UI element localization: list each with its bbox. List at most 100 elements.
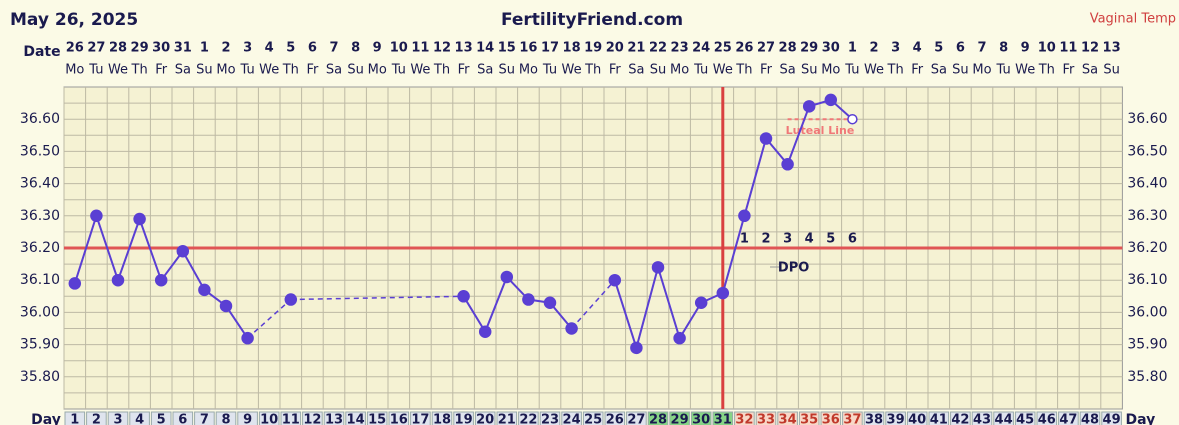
date-label: 16 [519, 41, 537, 56]
date-label: 2 [221, 41, 230, 56]
x-tick-label: 44 [995, 413, 1013, 425]
date-label: 2 [869, 41, 878, 56]
weekday-label: Fr [911, 63, 924, 78]
dpo-number: 4 [805, 232, 814, 247]
day-cell [86, 411, 107, 425]
date-label: 7 [977, 41, 986, 56]
x-tick-label: 37 [843, 413, 861, 425]
x-tick-label: 2 [92, 413, 101, 425]
day-cell [410, 411, 431, 425]
luteal-label: Luteal Line [786, 124, 855, 137]
date-label: 13 [1103, 41, 1121, 56]
day-label: Day [1126, 412, 1156, 425]
date-label: 8 [351, 41, 360, 56]
day-cell [820, 411, 842, 425]
data-point [738, 209, 751, 223]
y-tick-label: 36.30 [1127, 208, 1167, 224]
day-cell [172, 411, 194, 425]
day-cell [906, 411, 928, 425]
data-point [716, 286, 730, 300]
day-cell [993, 411, 1014, 425]
dpo-number: 1 [740, 232, 749, 247]
weekday-label: Sa [175, 63, 191, 78]
x-tick-label: 36 [822, 413, 840, 425]
weekday-label: Tu [995, 63, 1010, 78]
dpo-number: 3 [783, 232, 792, 247]
y-tick-label: 36.10 [1127, 272, 1167, 288]
weekday-label: Fr [760, 63, 773, 78]
x-tick-label: 6 [178, 413, 187, 425]
x-tick-label: 30 [692, 413, 710, 425]
dpo-number: 5 [826, 232, 835, 247]
day-cell [280, 411, 302, 425]
weekday-label: Th [282, 63, 299, 78]
date-label: 27 [87, 41, 105, 56]
weekday-label: Th [887, 63, 904, 78]
x-tick-label: 41 [930, 413, 948, 425]
data-point [284, 293, 298, 306]
data-point [759, 132, 773, 145]
day-cell [107, 411, 129, 425]
date-label: 27 [757, 41, 775, 56]
y-tick-label: 35.80 [20, 369, 60, 385]
date-label: 19 [584, 41, 602, 56]
data-point [673, 331, 686, 345]
weekday-label: Sa [326, 63, 342, 78]
day-cell [453, 411, 474, 425]
date-label: 1 [848, 41, 857, 56]
data-point [154, 273, 168, 287]
y-tick-label: 36.20 [1127, 240, 1167, 256]
x-tick-label: 29 [671, 413, 689, 425]
weekday-label: Mo [821, 63, 840, 78]
x-tick-label: 27 [627, 413, 645, 425]
date-label: 24 [692, 41, 710, 56]
date-label: 6 [308, 41, 317, 56]
weekday-label: Su [952, 63, 969, 78]
day-cell [258, 411, 280, 425]
weekday-label: Su [196, 63, 213, 78]
data-point [90, 209, 103, 223]
weekday-label: Tu [542, 63, 557, 78]
x-tick-label: 4 [135, 413, 144, 425]
day-cell [518, 411, 539, 425]
data-point [111, 273, 125, 287]
date-label: 5 [286, 41, 295, 56]
weekday-label: Tu [239, 63, 254, 78]
date-label: 15 [498, 41, 516, 56]
day-cell [496, 411, 518, 425]
y-tick-label: 36.00 [1127, 304, 1167, 320]
day-cell [950, 411, 971, 425]
weekday-label: Th [584, 63, 601, 78]
y-tick-label: 36.60 [20, 111, 60, 127]
x-tick-label: 13 [325, 413, 343, 425]
x-tick-label: 9 [243, 413, 252, 425]
weekday-label: Mo [670, 63, 689, 78]
x-tick-label: 39 [887, 413, 905, 425]
y-tick-label: 36.00 [20, 304, 60, 320]
y-tick-label: 36.50 [1127, 143, 1167, 159]
data-point [608, 273, 622, 287]
data-point [500, 270, 514, 284]
weekday-label: Tu [693, 63, 708, 78]
data-point [176, 244, 190, 258]
date-label: Date [23, 44, 60, 60]
weekday-label: Su [801, 63, 818, 78]
x-tick-label: 16 [390, 413, 408, 425]
day-cell [64, 411, 86, 425]
weekday-label: Su [650, 63, 667, 78]
day-cell [150, 411, 172, 425]
x-tick-label: 49 [1103, 413, 1121, 425]
x-tick-label: 31 [714, 413, 732, 425]
date-label: 8 [999, 41, 1008, 56]
x-tick-label: 40 [908, 413, 926, 425]
weekday-label: Tu [844, 63, 859, 78]
weekday-label: We [713, 63, 733, 78]
day-cell [302, 411, 323, 425]
day-cell [1058, 411, 1079, 425]
data-point [802, 100, 816, 113]
day-cell [626, 411, 647, 425]
weekday-label: Mo [216, 63, 235, 78]
dpo-number: 2 [761, 232, 770, 247]
weekday-label: Mo [368, 63, 387, 78]
weekday-label: Sa [779, 63, 795, 78]
